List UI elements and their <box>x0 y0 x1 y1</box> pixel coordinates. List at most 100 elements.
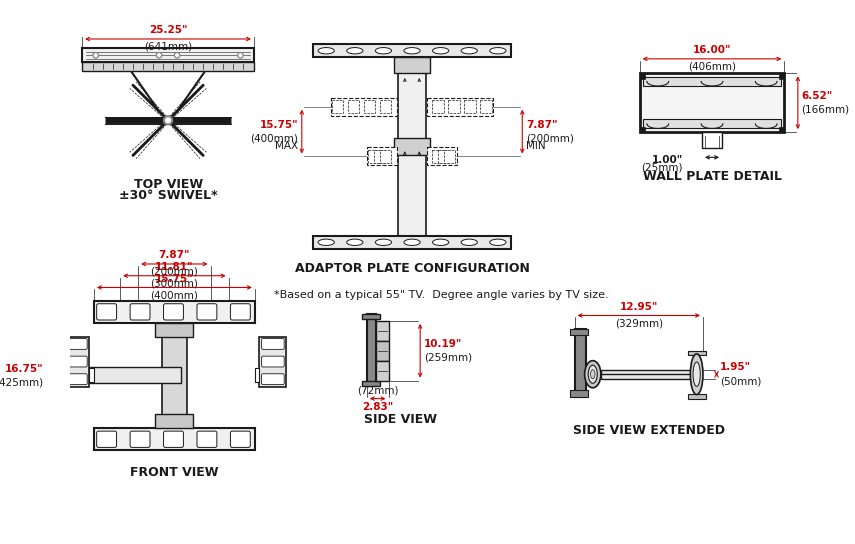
Text: 2.83": 2.83" <box>362 402 393 412</box>
Text: (200mm): (200mm) <box>526 133 574 144</box>
Text: (400mm): (400mm) <box>150 290 198 300</box>
FancyBboxPatch shape <box>65 374 87 385</box>
Text: (50mm): (50mm) <box>720 376 762 386</box>
Text: (300mm): (300mm) <box>150 279 198 288</box>
Bar <box>432 101 444 113</box>
Text: 12.95": 12.95" <box>620 302 658 312</box>
Bar <box>575 329 586 397</box>
Bar <box>687 351 705 355</box>
FancyBboxPatch shape <box>65 356 87 367</box>
Text: (259mm): (259mm) <box>424 353 472 362</box>
Text: 1.00": 1.00" <box>652 154 683 165</box>
Bar <box>313 236 511 249</box>
Bar <box>428 147 457 165</box>
Bar <box>376 361 388 381</box>
Text: MAX: MAX <box>275 141 298 151</box>
Bar <box>368 150 380 163</box>
Text: (329mm): (329mm) <box>615 318 663 328</box>
Text: (425mm): (425mm) <box>0 378 44 387</box>
Text: TOP VIEW: TOP VIEW <box>133 178 203 191</box>
Text: (72mm): (72mm) <box>357 386 398 396</box>
Bar <box>156 414 193 429</box>
Text: 7.87": 7.87" <box>526 120 557 130</box>
Text: FRONT VIEW: FRONT VIEW <box>130 466 219 479</box>
FancyBboxPatch shape <box>163 431 184 447</box>
Bar <box>90 367 180 384</box>
Text: 15.75": 15.75" <box>155 274 194 284</box>
Bar <box>601 370 697 379</box>
FancyBboxPatch shape <box>230 304 251 320</box>
Bar <box>363 101 375 113</box>
Bar <box>332 101 344 113</box>
Text: SIDE VIEW: SIDE VIEW <box>363 413 437 426</box>
FancyBboxPatch shape <box>230 431 251 447</box>
Ellipse shape <box>375 47 392 54</box>
Bar <box>198 306 215 318</box>
FancyBboxPatch shape <box>197 431 217 447</box>
Bar <box>259 337 286 387</box>
Text: (200mm): (200mm) <box>150 267 198 277</box>
Ellipse shape <box>588 365 598 384</box>
Circle shape <box>239 54 242 57</box>
FancyBboxPatch shape <box>65 338 87 349</box>
Bar <box>380 150 392 163</box>
Ellipse shape <box>346 47 363 54</box>
Bar <box>233 306 249 318</box>
Bar <box>376 341 388 361</box>
Bar <box>428 98 493 116</box>
Bar <box>640 73 646 79</box>
Text: (641mm): (641mm) <box>144 42 192 52</box>
Circle shape <box>176 54 179 57</box>
Ellipse shape <box>490 47 506 54</box>
FancyBboxPatch shape <box>262 338 284 349</box>
Bar <box>779 73 784 79</box>
Ellipse shape <box>318 239 334 245</box>
Bar <box>640 127 646 132</box>
FancyBboxPatch shape <box>130 304 150 320</box>
Bar <box>162 323 187 429</box>
Bar <box>132 306 148 318</box>
Bar <box>444 150 456 163</box>
Bar <box>702 132 722 149</box>
Text: 1.95": 1.95" <box>720 362 752 373</box>
Ellipse shape <box>404 239 420 245</box>
Text: (406mm): (406mm) <box>688 61 736 72</box>
Circle shape <box>166 118 170 122</box>
Ellipse shape <box>461 239 477 245</box>
Bar <box>94 429 255 450</box>
Bar <box>376 321 388 341</box>
Bar <box>643 119 781 128</box>
Bar <box>394 57 430 73</box>
FancyBboxPatch shape <box>130 431 150 447</box>
Text: 16.75": 16.75" <box>5 364 44 374</box>
Bar <box>448 101 460 113</box>
Ellipse shape <box>318 47 334 54</box>
Circle shape <box>238 53 243 58</box>
Bar <box>438 150 450 163</box>
Text: (400mm): (400mm) <box>251 133 298 144</box>
Text: SIDE VIEW EXTENDED: SIDE VIEW EXTENDED <box>573 424 725 437</box>
Bar <box>165 306 181 318</box>
Bar <box>363 381 380 386</box>
Bar <box>394 138 430 154</box>
Text: 6.52": 6.52" <box>801 91 833 101</box>
Bar <box>82 48 254 63</box>
Text: 16.00": 16.00" <box>693 45 731 55</box>
Ellipse shape <box>490 239 506 245</box>
Text: ADAPTOR PLATE CONFIGURATION: ADAPTOR PLATE CONFIGURATION <box>295 262 529 275</box>
Bar <box>570 329 588 335</box>
Text: MIN: MIN <box>526 141 545 151</box>
Text: 7.87": 7.87" <box>159 250 190 261</box>
Text: WALL PLATE DETAIL: WALL PLATE DETAIL <box>642 170 781 183</box>
Circle shape <box>94 54 97 57</box>
Bar <box>570 391 588 397</box>
Text: 25.25": 25.25" <box>149 26 187 35</box>
Bar <box>348 101 359 113</box>
FancyBboxPatch shape <box>97 431 116 447</box>
Ellipse shape <box>591 370 595 379</box>
Circle shape <box>156 53 162 58</box>
Text: (25mm): (25mm) <box>641 163 683 173</box>
Text: 15.75": 15.75" <box>260 120 298 130</box>
Bar <box>62 337 90 387</box>
Bar <box>643 77 781 86</box>
